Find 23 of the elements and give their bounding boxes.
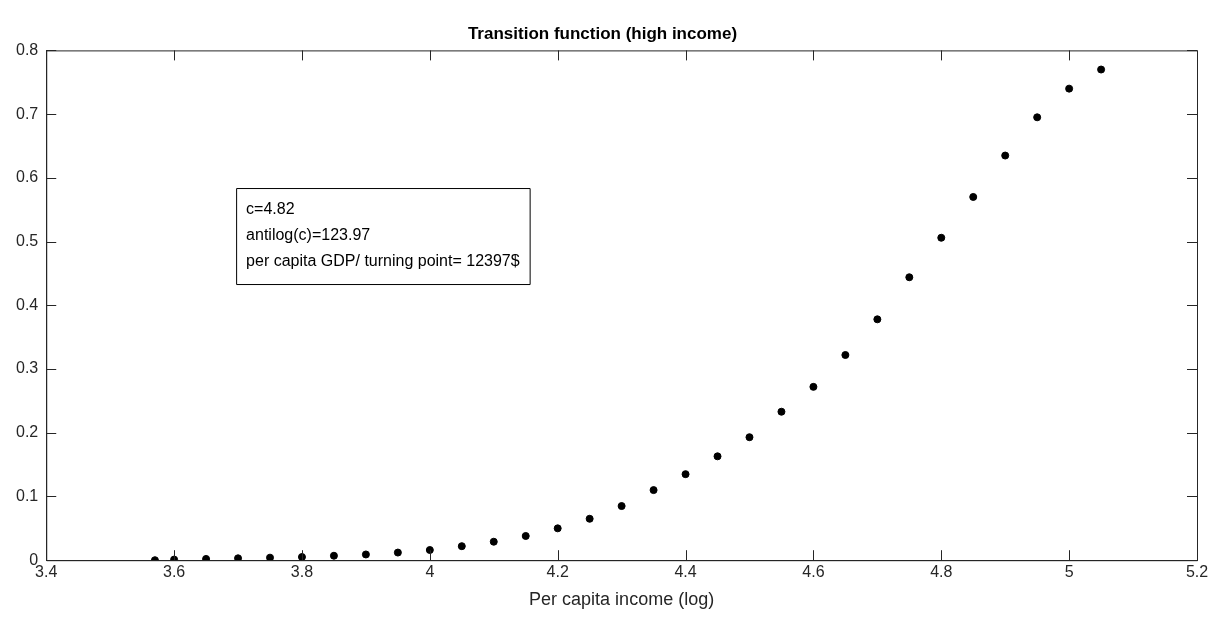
x-tick-label: 4.4 — [674, 563, 697, 581]
chart-title: Transition function (high income) — [467, 23, 738, 43]
x-axis-title: Per capita income (log) — [529, 589, 715, 610]
y-tick-label: 0.5 — [15, 231, 39, 249]
x-tick-label: 5 — [1064, 563, 1074, 581]
x-tick-label: 3.6 — [162, 563, 186, 581]
x-tick-label: 4.6 — [802, 563, 825, 581]
y-tick-label: 0.4 — [15, 295, 39, 313]
y-tick-label: 0.2 — [15, 423, 39, 441]
x-tick-label: 4.8 — [930, 563, 953, 581]
annotation: per capita GDP/ turning point= 12397$ — [246, 252, 520, 270]
y-tick-label: 0.7 — [15, 104, 39, 122]
y-tick-label: 0.6 — [15, 168, 39, 186]
y-tick-label: 0.3 — [15, 359, 39, 377]
x-tick-label: 4.2 — [546, 563, 569, 581]
x-tick-label: 4 — [425, 563, 435, 581]
annotation: c=4.82 — [246, 200, 295, 218]
x-tick-label: 3.4 — [35, 563, 58, 581]
annotation: antilog(c)=123.97 — [246, 226, 371, 244]
y-tick-label: 0.8 — [15, 40, 39, 58]
y-tick-label: 0.1 — [15, 486, 39, 504]
x-tick-label: 5.2 — [1185, 563, 1209, 581]
x-tick-label: 3.8 — [290, 563, 314, 581]
